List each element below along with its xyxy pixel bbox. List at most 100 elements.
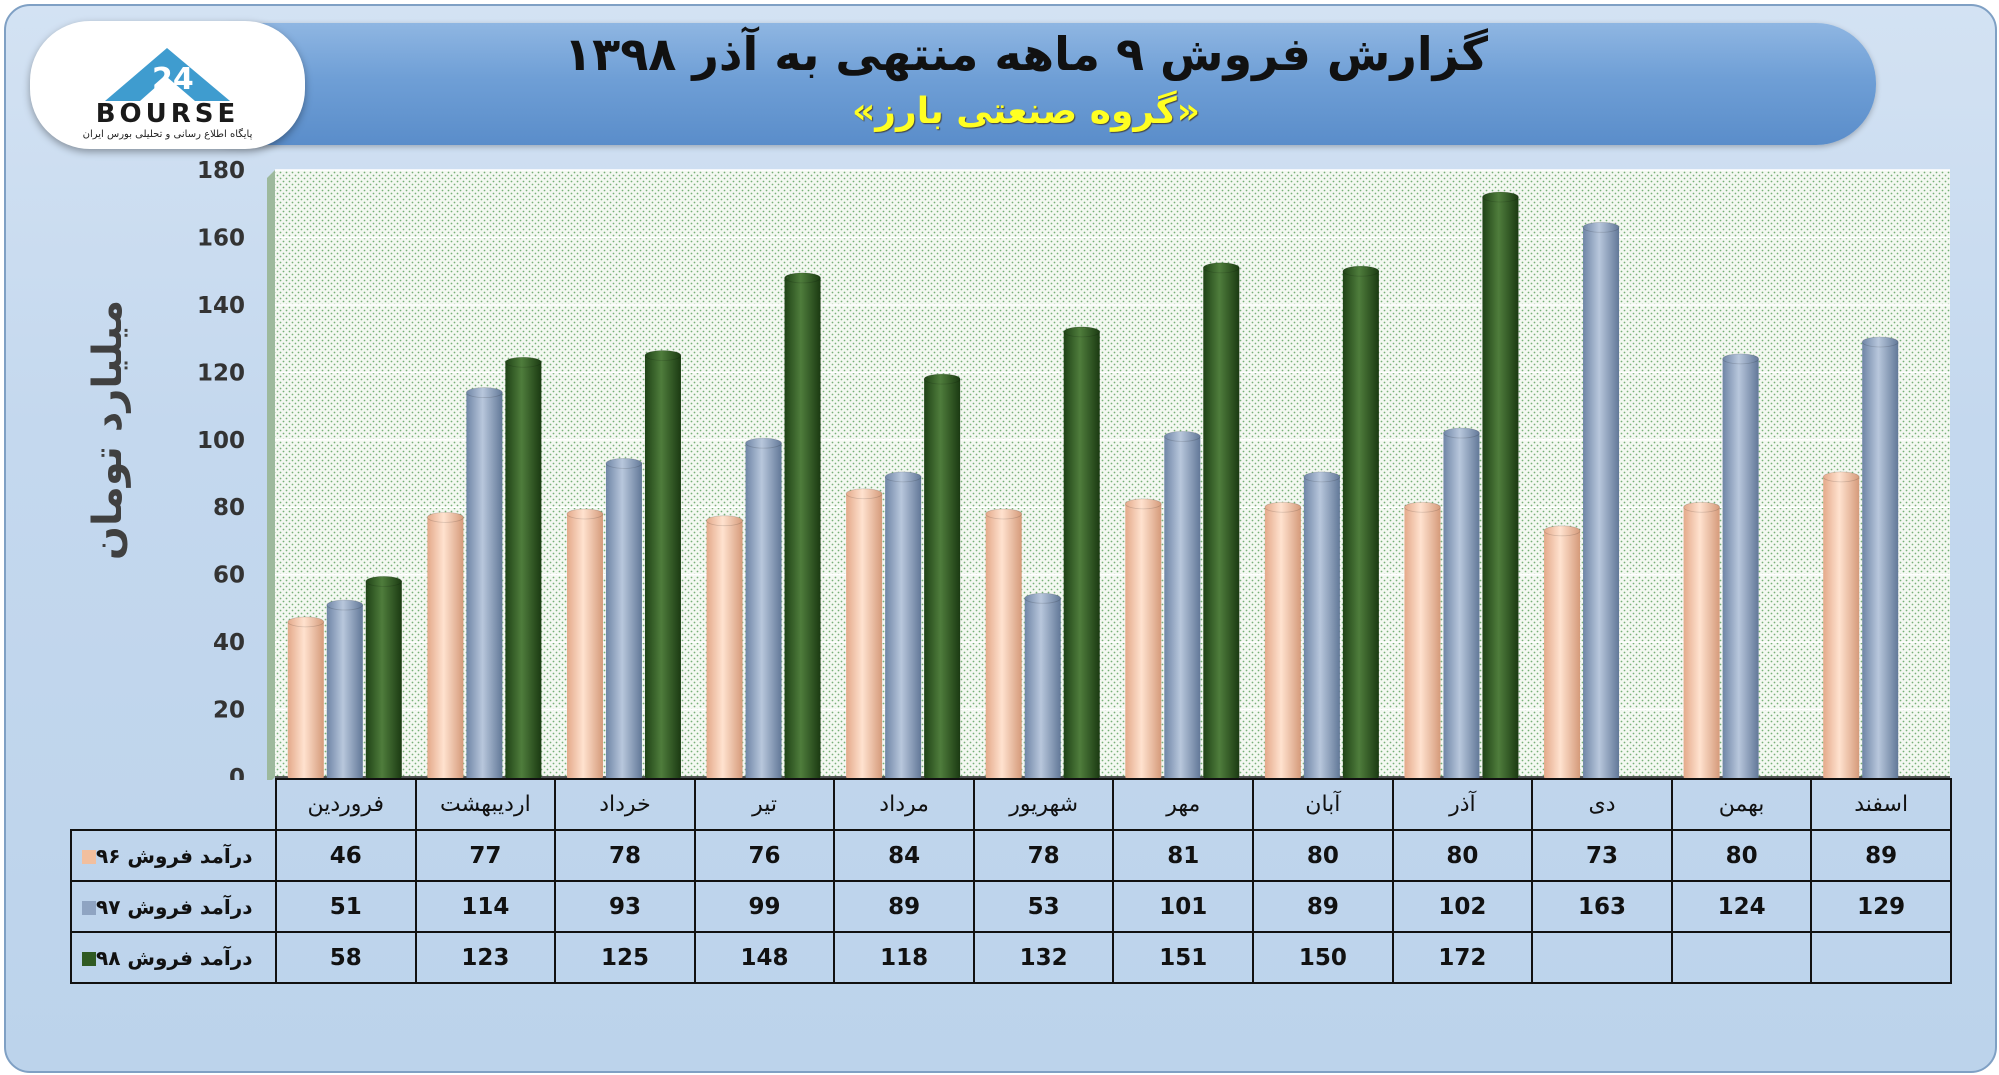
data-label: 150 bbox=[1252, 931, 1394, 984]
y-tick-label: 120 bbox=[197, 360, 245, 386]
bar-3-1 bbox=[365, 576, 403, 780]
data-label: 77 bbox=[414, 829, 557, 882]
y-tick-label: 0 bbox=[229, 765, 245, 780]
bar-chart: 0 20 40 60 80 100 120 140 160 180 bbox=[197, 158, 1950, 780]
data-label: 80 bbox=[1670, 829, 1813, 882]
bar-1-7 bbox=[1124, 498, 1162, 780]
data-label: 84 bbox=[833, 829, 975, 882]
x-tick-label: اسفند bbox=[1810, 778, 1952, 831]
plot-area bbox=[275, 170, 1950, 777]
logo-subtext: پایگاه اطلاع رسانی و تحلیلی بورس ایران bbox=[82, 129, 253, 140]
bar-2-10 bbox=[1582, 221, 1620, 780]
legend-label: درآمد فروش ۹۷ bbox=[96, 894, 253, 919]
y-tick-label: 80 bbox=[213, 495, 245, 521]
bar-1-1 bbox=[287, 616, 325, 780]
bar-2-12 bbox=[1861, 336, 1899, 780]
bar-2-7 bbox=[1163, 431, 1201, 780]
bar-1-8 bbox=[1264, 501, 1302, 780]
data-label: 124 bbox=[1670, 880, 1813, 933]
data-label: 89 bbox=[833, 880, 975, 933]
bar-2-2 bbox=[465, 387, 503, 780]
data-label bbox=[1531, 931, 1673, 984]
data-label: 73 bbox=[1531, 829, 1673, 882]
data-label: 53 bbox=[972, 880, 1115, 933]
bar-2-3 bbox=[605, 457, 643, 780]
x-tick-label: بهمن bbox=[1670, 778, 1813, 831]
y-tick-label: 20 bbox=[213, 698, 245, 724]
data-label: 78 bbox=[554, 829, 696, 882]
bars bbox=[287, 191, 1899, 780]
bar-3-8 bbox=[1342, 265, 1380, 780]
data-label: 78 bbox=[972, 829, 1115, 882]
bar-1-3 bbox=[566, 508, 604, 780]
data-label: 101 bbox=[1112, 880, 1255, 933]
data-label: 93 bbox=[554, 880, 696, 933]
data-label bbox=[1670, 931, 1813, 984]
table-corner bbox=[71, 779, 277, 830]
bar-1-10 bbox=[1543, 525, 1581, 780]
data-label: 114 bbox=[414, 880, 557, 933]
data-label: 132 bbox=[972, 931, 1115, 984]
legend-entry: درآمد فروش ۹۷ bbox=[70, 880, 277, 933]
data-label: 148 bbox=[693, 931, 836, 984]
bar-1-9 bbox=[1404, 501, 1441, 780]
data-label: 129 bbox=[1810, 880, 1952, 933]
data-label: 163 bbox=[1531, 880, 1673, 933]
bar-2-9 bbox=[1443, 427, 1480, 780]
bar-3-2 bbox=[504, 356, 542, 780]
bar-2-5 bbox=[884, 471, 922, 780]
x-tick-label: آذر bbox=[1391, 778, 1534, 831]
data-label: 81 bbox=[1112, 829, 1255, 882]
x-tick-label: خرداد bbox=[554, 778, 696, 831]
plot-side-wall bbox=[267, 170, 275, 780]
y-tick-label: 60 bbox=[213, 563, 245, 589]
data-label: 80 bbox=[1252, 829, 1394, 882]
table-row: درآمد فروش ۹۶ 46 77 78 76 84 78 81 80 80 73 80 89 bbox=[70, 829, 1952, 882]
table-row: درآمد فروش ۹۸ 58 123 125 148 118 132 151 150 172 bbox=[70, 931, 1952, 984]
data-label: 125 bbox=[554, 931, 696, 984]
x-tick-label: شهریور bbox=[972, 778, 1115, 831]
x-tick-label: دی bbox=[1531, 778, 1673, 831]
chart-subtitle: «گروه صنعتی بارز» bbox=[852, 91, 1200, 132]
data-label: 151 bbox=[1112, 931, 1255, 984]
bar-1-5 bbox=[845, 488, 883, 780]
logo-text: BOURSE bbox=[95, 99, 240, 129]
bar-1-11 bbox=[1683, 501, 1721, 780]
x-tick-label: مهر bbox=[1112, 778, 1255, 831]
bourse-logo: 24 BOURSE پایگاه اطلاع رسانی و تحلیلی بو… bbox=[30, 21, 305, 149]
data-label: 58 bbox=[275, 931, 417, 984]
data-label: 123 bbox=[414, 931, 557, 984]
data-label: 99 bbox=[693, 880, 836, 933]
bar-2-1 bbox=[326, 599, 364, 780]
bar-3-5 bbox=[923, 373, 961, 780]
legend-swatch-icon bbox=[82, 850, 96, 864]
bar-1-12 bbox=[1822, 471, 1860, 780]
bar-3-9 bbox=[1482, 191, 1519, 780]
y-tick-label: 40 bbox=[213, 630, 245, 656]
y-tick-label: 180 bbox=[197, 158, 245, 184]
chart-title: گزارش فروش ۹ ماهه منتهی به آذر ۱۳۹۸ bbox=[564, 27, 1488, 81]
data-label bbox=[1810, 931, 1952, 984]
y-tick-label: 100 bbox=[197, 428, 245, 454]
legend-entry: درآمد فروش ۹۸ bbox=[70, 931, 277, 984]
legend-swatch-icon bbox=[82, 901, 96, 915]
y-tick-label: 160 bbox=[197, 225, 245, 251]
table-row: درآمد فروش ۹۷ 51 114 93 99 89 53 101 89 102 163 124… bbox=[70, 880, 1952, 933]
data-label: 51 bbox=[275, 880, 417, 933]
data-label: 172 bbox=[1391, 931, 1534, 984]
y-axis-ticks: 0 20 40 60 80 100 120 140 160 180 bbox=[197, 158, 245, 780]
x-tick-label: تیر bbox=[693, 778, 836, 831]
svg-text:24: 24 bbox=[152, 62, 194, 97]
bar-3-4 bbox=[784, 272, 821, 780]
legend-entry: درآمد فروش ۹۶ bbox=[70, 829, 277, 882]
x-tick-label: فروردین bbox=[275, 778, 417, 831]
bourse-logo-icon: 24 bbox=[105, 48, 230, 101]
data-label: 80 bbox=[1391, 829, 1534, 882]
legend-label: درآمد فروش ۹۸ bbox=[96, 945, 253, 970]
data-label: 102 bbox=[1391, 880, 1534, 933]
bar-1-2 bbox=[426, 511, 464, 780]
data-label: 46 bbox=[275, 829, 417, 882]
x-tick-label: آبان bbox=[1252, 778, 1394, 831]
data-label: 89 bbox=[1810, 829, 1952, 882]
bar-2-8 bbox=[1303, 471, 1341, 780]
